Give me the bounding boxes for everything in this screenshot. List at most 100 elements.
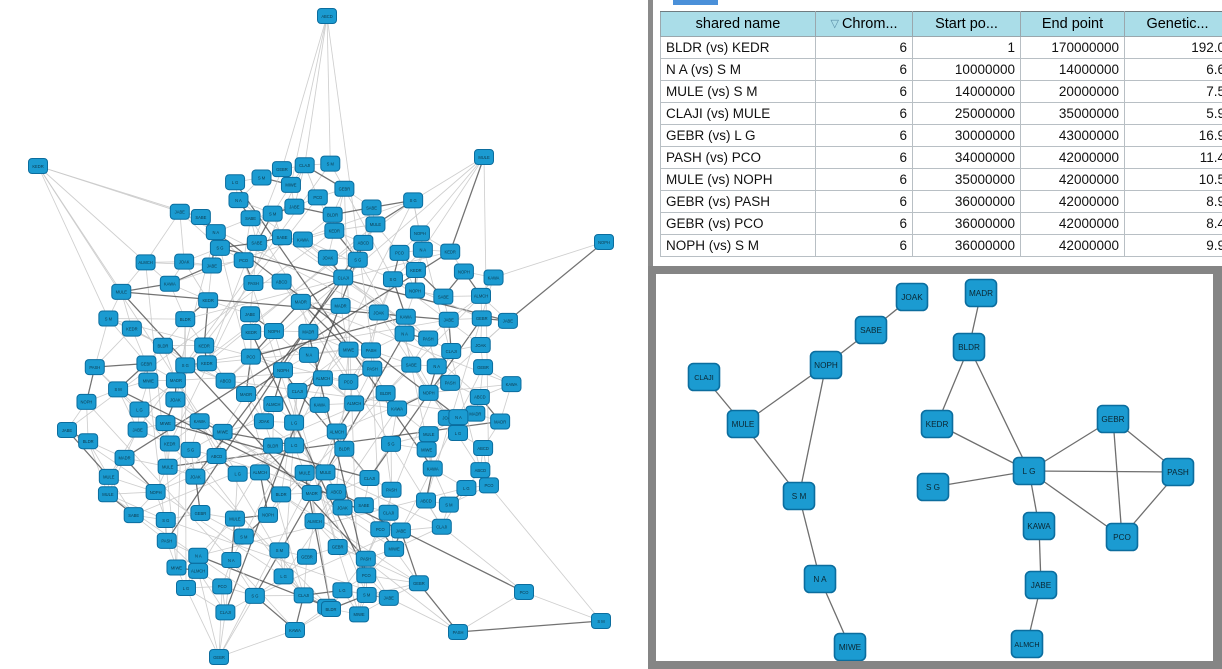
main-node-shape[interactable] — [378, 589, 399, 606]
main-node[interactable]: GEBR — [136, 355, 157, 372]
main-node-shape[interactable] — [240, 210, 261, 227]
sub-node-shape[interactable] — [726, 409, 760, 439]
main-node[interactable]: JABE — [378, 589, 399, 606]
main-node-shape[interactable] — [320, 155, 341, 172]
main-node-shape[interactable] — [285, 622, 305, 638]
main-node[interactable]: GEBR — [209, 649, 229, 665]
main-node[interactable]: KAWA — [292, 231, 313, 248]
sub-node-shape[interactable] — [1022, 511, 1056, 541]
main-node-shape[interactable] — [438, 496, 459, 513]
main-node-shape[interactable] — [412, 241, 433, 258]
main-node-shape[interactable] — [324, 222, 345, 239]
main-node-shape[interactable] — [188, 547, 209, 564]
main-node[interactable]: PASH — [243, 274, 264, 291]
main-node[interactable]: JABE — [57, 422, 77, 438]
main-node[interactable]: PCO — [212, 578, 233, 595]
main-node-shape[interactable] — [344, 395, 365, 412]
main-node-shape[interactable] — [418, 330, 439, 347]
main-node[interactable]: ALMCH — [344, 395, 365, 412]
main-node[interactable]: ALMCH — [188, 562, 209, 579]
main-node-shape[interactable] — [175, 311, 196, 328]
main-node[interactable]: ABCD — [416, 492, 437, 509]
main-node-shape[interactable] — [365, 216, 386, 233]
main-node-shape[interactable] — [405, 282, 426, 299]
main-node-shape[interactable] — [273, 568, 294, 585]
main-node-shape[interactable] — [215, 604, 236, 621]
main-node[interactable]: N A — [412, 241, 433, 258]
main-node-shape[interactable] — [271, 486, 292, 503]
main-node[interactable]: SABE — [190, 208, 211, 225]
sub-node-LG[interactable]: L G — [1012, 456, 1046, 486]
main-node-shape[interactable] — [233, 528, 254, 545]
main-node-shape[interactable] — [97, 486, 118, 503]
sub-node-PCO[interactable]: PCO — [1105, 522, 1139, 552]
main-node-shape[interactable] — [378, 504, 399, 521]
column-header-genetic[interactable]: Genetic... — [1124, 11, 1222, 37]
main-node[interactable]: JABE — [169, 203, 190, 220]
main-node[interactable]: L G — [332, 582, 353, 599]
main-node[interactable]: CLAJI — [215, 604, 236, 621]
main-node[interactable]: JOAK — [165, 391, 186, 408]
main-node-shape[interactable] — [317, 249, 338, 266]
main-node-shape[interactable] — [431, 518, 452, 535]
main-node-shape[interactable] — [347, 251, 368, 268]
main-node[interactable]: ALMCH — [304, 513, 325, 530]
main-node-shape[interactable] — [156, 532, 177, 549]
main-node[interactable]: PCO — [240, 348, 261, 365]
main-node-shape[interactable] — [514, 584, 534, 600]
main-node-shape[interactable] — [176, 580, 196, 596]
main-node[interactable]: PASH — [361, 342, 382, 359]
main-node[interactable]: N A — [298, 346, 319, 363]
main-node[interactable]: MADR — [465, 405, 486, 422]
main-node-shape[interactable] — [243, 274, 264, 291]
main-node-shape[interactable] — [296, 548, 317, 565]
main-node[interactable]: ALMCH — [249, 464, 270, 481]
sub-node-MIWE[interactable]: MIWE — [833, 632, 867, 661]
main-node-shape[interactable] — [426, 358, 447, 375]
main-node-shape[interactable] — [382, 271, 403, 288]
main-node[interactable]: KAWA — [483, 269, 504, 286]
main-node-shape[interactable] — [185, 468, 206, 485]
main-node[interactable]: L G — [227, 465, 248, 482]
main-node-shape[interactable] — [269, 542, 290, 559]
main-node[interactable]: GEBR — [327, 538, 348, 555]
sub-node-shape[interactable] — [1012, 456, 1046, 486]
main-node[interactable]: GEBR — [296, 548, 317, 565]
main-node[interactable]: PASH — [362, 360, 383, 377]
main-node-shape[interactable] — [355, 550, 376, 567]
main-node[interactable]: BLDR — [152, 337, 173, 354]
main-node-shape[interactable] — [263, 322, 284, 339]
main-node-shape[interactable] — [287, 383, 308, 400]
main-node-shape[interactable] — [246, 234, 267, 251]
main-node[interactable]: KAWA — [501, 376, 522, 393]
results-table-panel[interactable]: shared name ▽ Chrom... Start po... End point… — [648, 0, 1222, 268]
main-node-shape[interactable] — [227, 465, 248, 482]
main-node[interactable]: KEDR — [121, 320, 142, 337]
sub-node-KEDR[interactable]: KEDR — [920, 409, 954, 439]
main-node-shape[interactable] — [209, 649, 229, 665]
main-node[interactable]: KAWA — [285, 622, 305, 638]
main-node[interactable]: MIWE — [416, 441, 437, 458]
main-node-shape[interactable] — [418, 384, 439, 401]
table-scroll-area[interactable]: shared name ▽ Chrom... Start po... End point… — [660, 11, 1222, 268]
main-node[interactable]: KEDR — [405, 261, 426, 278]
main-node-shape[interactable] — [215, 372, 236, 389]
main-node-shape[interactable] — [253, 413, 274, 430]
main-node[interactable]: S M — [269, 542, 290, 559]
sub-node-shape[interactable] — [916, 472, 950, 502]
main-node-shape[interactable] — [174, 253, 195, 270]
main-node-shape[interactable] — [338, 341, 359, 358]
main-node-shape[interactable] — [272, 362, 293, 379]
main-node[interactable]: NOPH — [409, 225, 430, 242]
main-node[interactable]: MADR — [165, 372, 186, 389]
main-node-shape[interactable] — [362, 360, 383, 377]
main-node-shape[interactable] — [212, 423, 233, 440]
main-node[interactable]: N A — [448, 409, 469, 426]
sub-node-MULE[interactable]: MULE — [726, 409, 760, 439]
sub-node-JABE[interactable]: JABE — [1024, 570, 1058, 600]
main-node-shape[interactable] — [440, 243, 461, 260]
main-node[interactable]: S G — [381, 435, 402, 452]
